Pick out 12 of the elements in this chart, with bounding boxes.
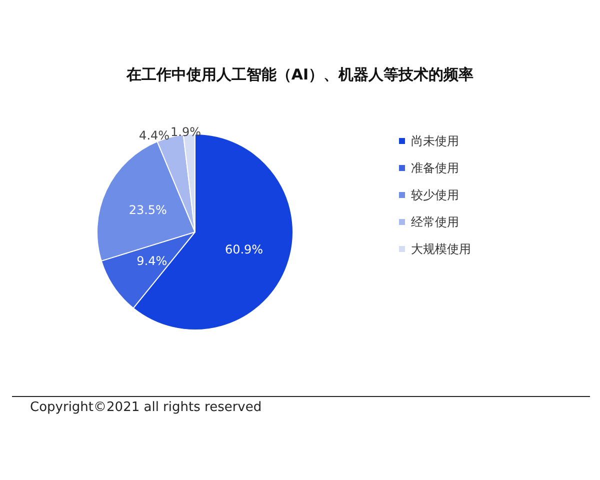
data-label: 23.5% <box>128 202 167 217</box>
data-label: 4.4% <box>139 128 170 142</box>
legend-label: 大规模使用 <box>411 242 471 256</box>
legend-label: 较少使用 <box>411 188 459 202</box>
legend-label: 经常使用 <box>411 215 459 229</box>
legend-label: 尚未使用 <box>411 134 459 148</box>
data-label: 60.9% <box>224 242 264 256</box>
legend-label: 准备使用 <box>411 161 459 175</box>
chart-title: 在工作中使用人工智能（AI）、机器人等技术的频率 <box>125 66 474 84</box>
data-label: 1.9% <box>170 125 202 140</box>
data-label: 9.4% <box>136 254 168 268</box>
text: Copyright©2021 all rights reserved <box>30 400 262 415</box>
